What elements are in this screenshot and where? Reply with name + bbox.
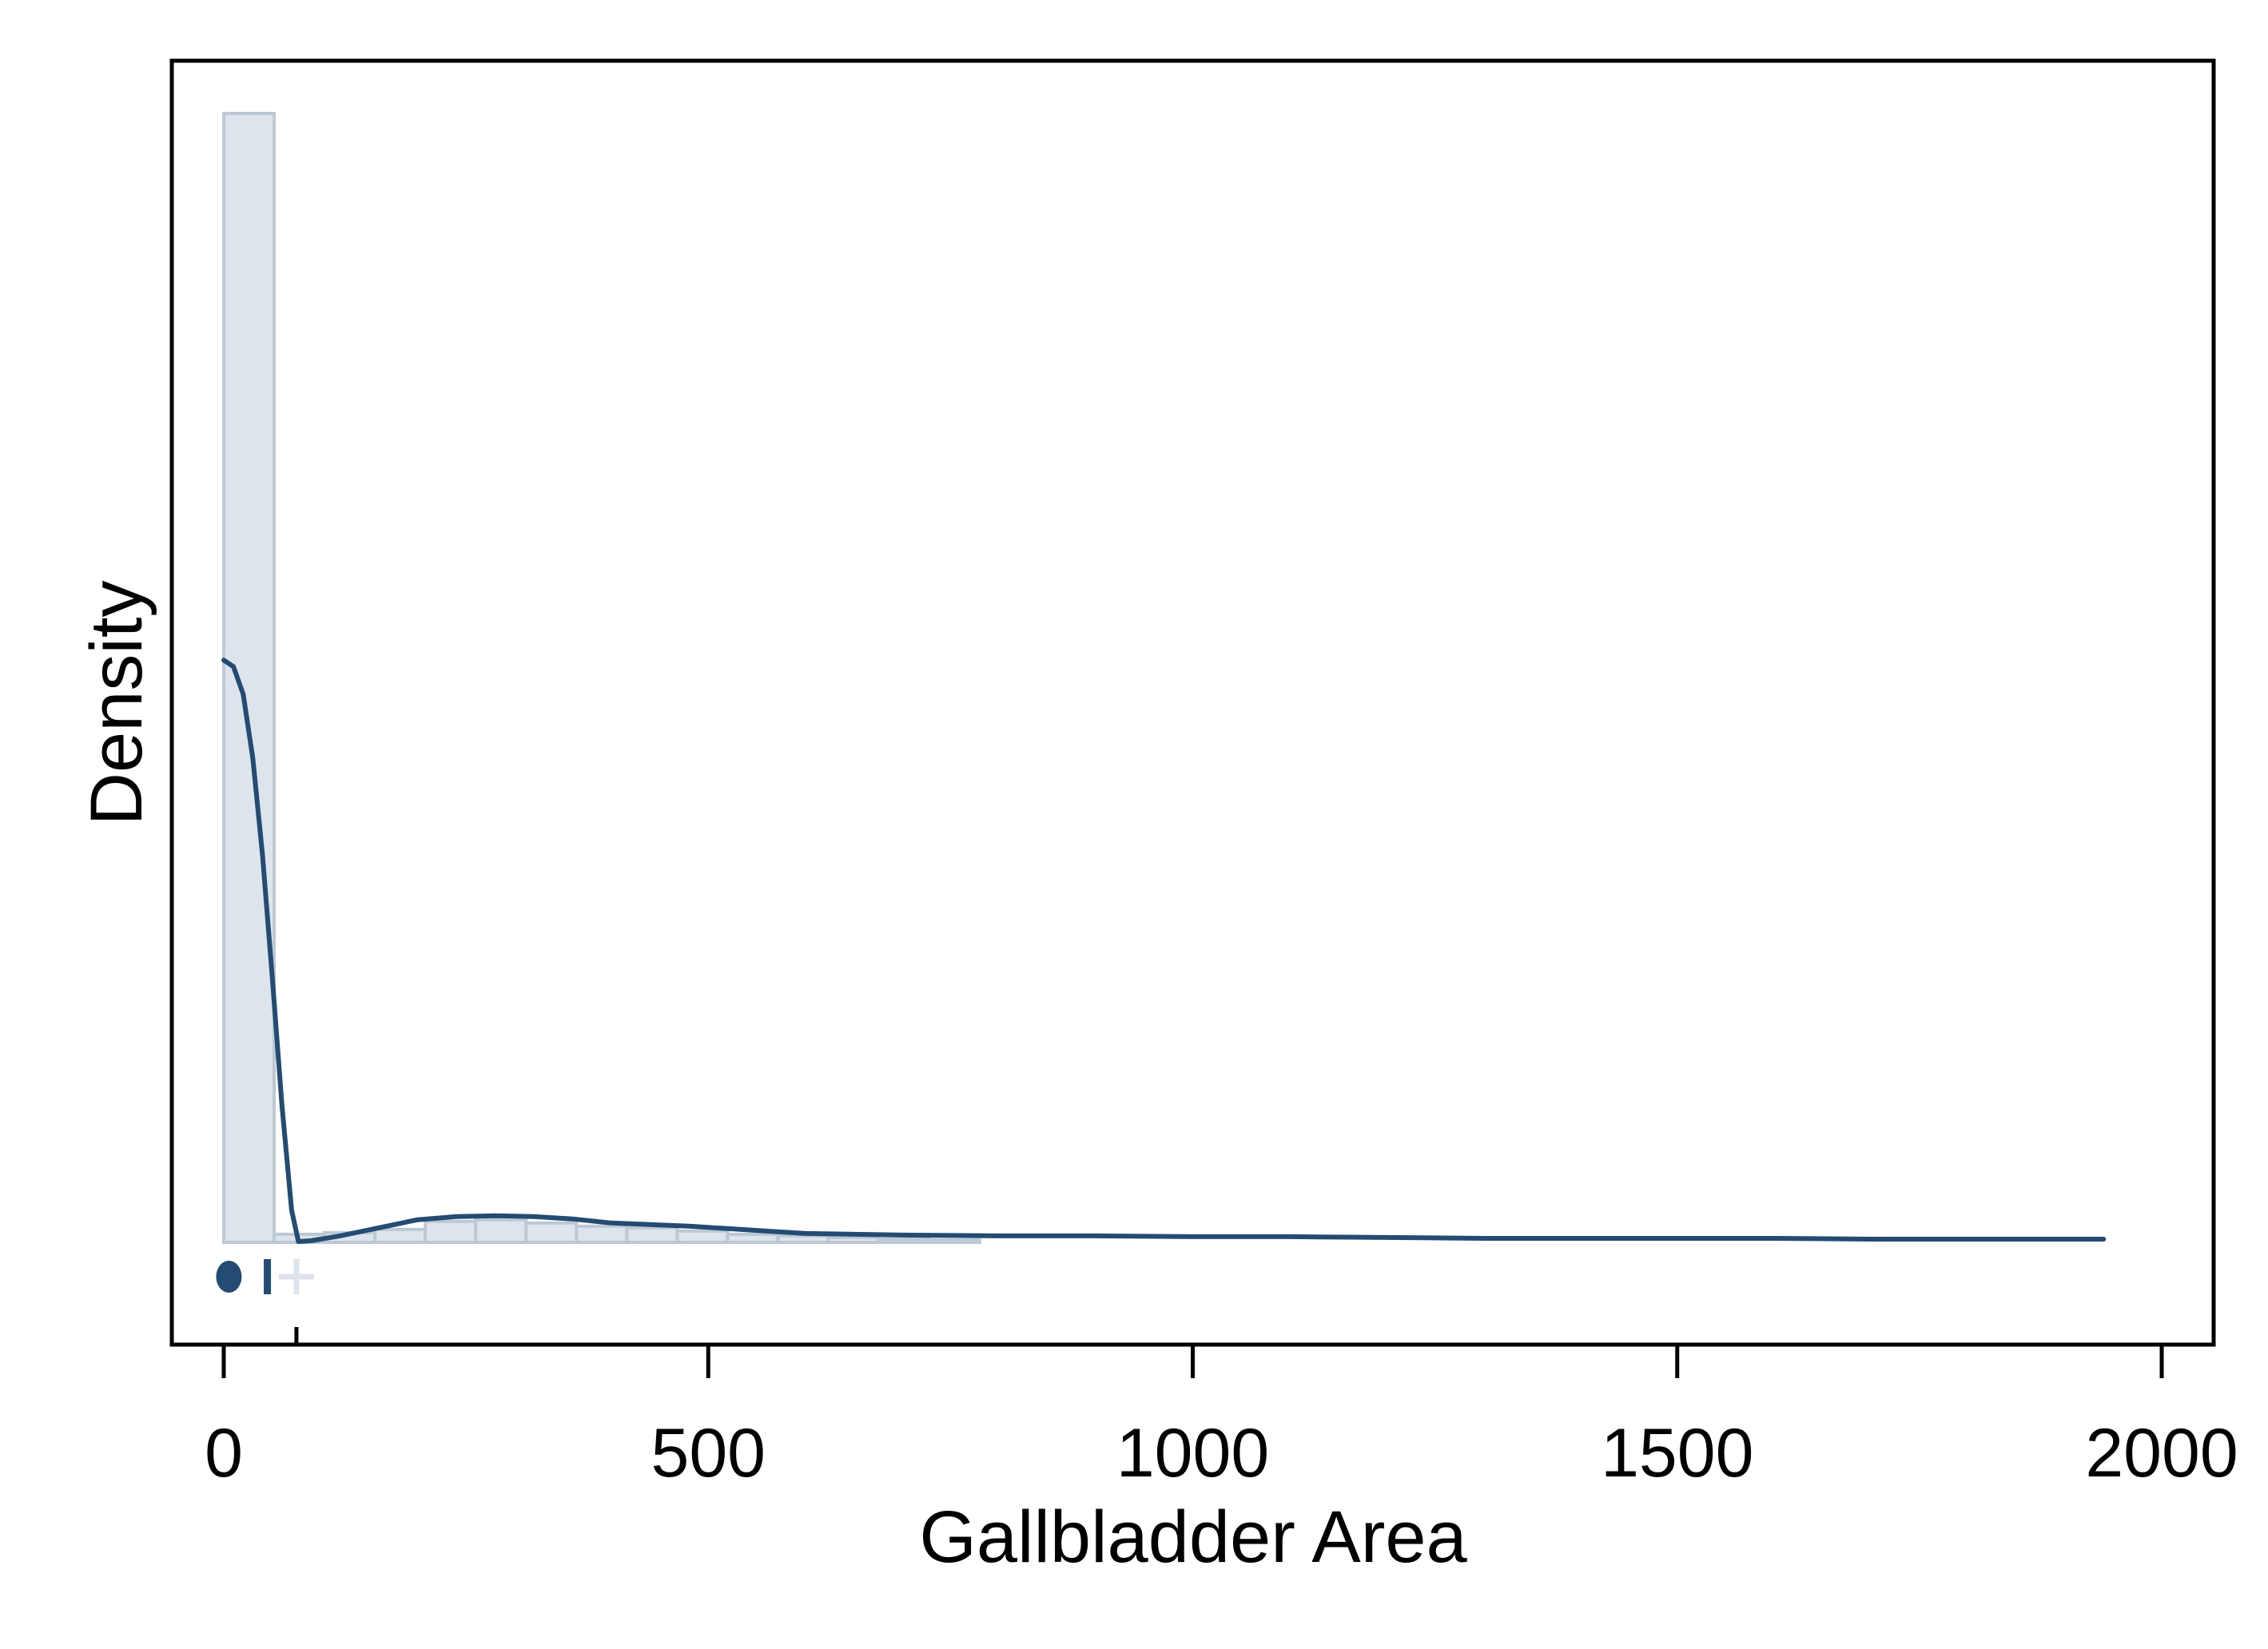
histogram-bar bbox=[575, 1224, 629, 1245]
density-curve-layer bbox=[221, 658, 2107, 1244]
summary-markers bbox=[216, 1259, 314, 1294]
histogram-bar bbox=[373, 1227, 428, 1245]
histogram-bar bbox=[625, 1226, 679, 1245]
histogram-bar bbox=[726, 1232, 780, 1244]
y-axis-title: Density bbox=[76, 581, 157, 826]
median-dot-marker bbox=[216, 1261, 242, 1293]
x-tick-label: 2000 bbox=[2085, 1415, 2238, 1492]
density-curve bbox=[221, 658, 2107, 1244]
histogram-bar bbox=[424, 1219, 478, 1244]
x-tick-label: 1000 bbox=[1116, 1415, 1269, 1492]
histogram-bar bbox=[675, 1229, 730, 1244]
histogram-bar bbox=[927, 1238, 981, 1245]
histogram-bars bbox=[222, 112, 981, 1245]
x-axis-title: Gallbladder Area bbox=[919, 1496, 1467, 1578]
x-tick-label: 1500 bbox=[1601, 1415, 1753, 1492]
x-axis: 0 500 1000 1500 2000 bbox=[205, 1327, 2238, 1492]
histogram-bar bbox=[524, 1221, 579, 1244]
histogram-bar bbox=[826, 1235, 881, 1245]
histogram-bar bbox=[474, 1218, 528, 1244]
histogram-bar bbox=[877, 1237, 931, 1245]
histogram-bar bbox=[776, 1234, 830, 1244]
histogram-bar bbox=[222, 112, 277, 1244]
x-tick-label: 500 bbox=[651, 1415, 766, 1492]
x-tick-label: 0 bbox=[205, 1415, 243, 1492]
